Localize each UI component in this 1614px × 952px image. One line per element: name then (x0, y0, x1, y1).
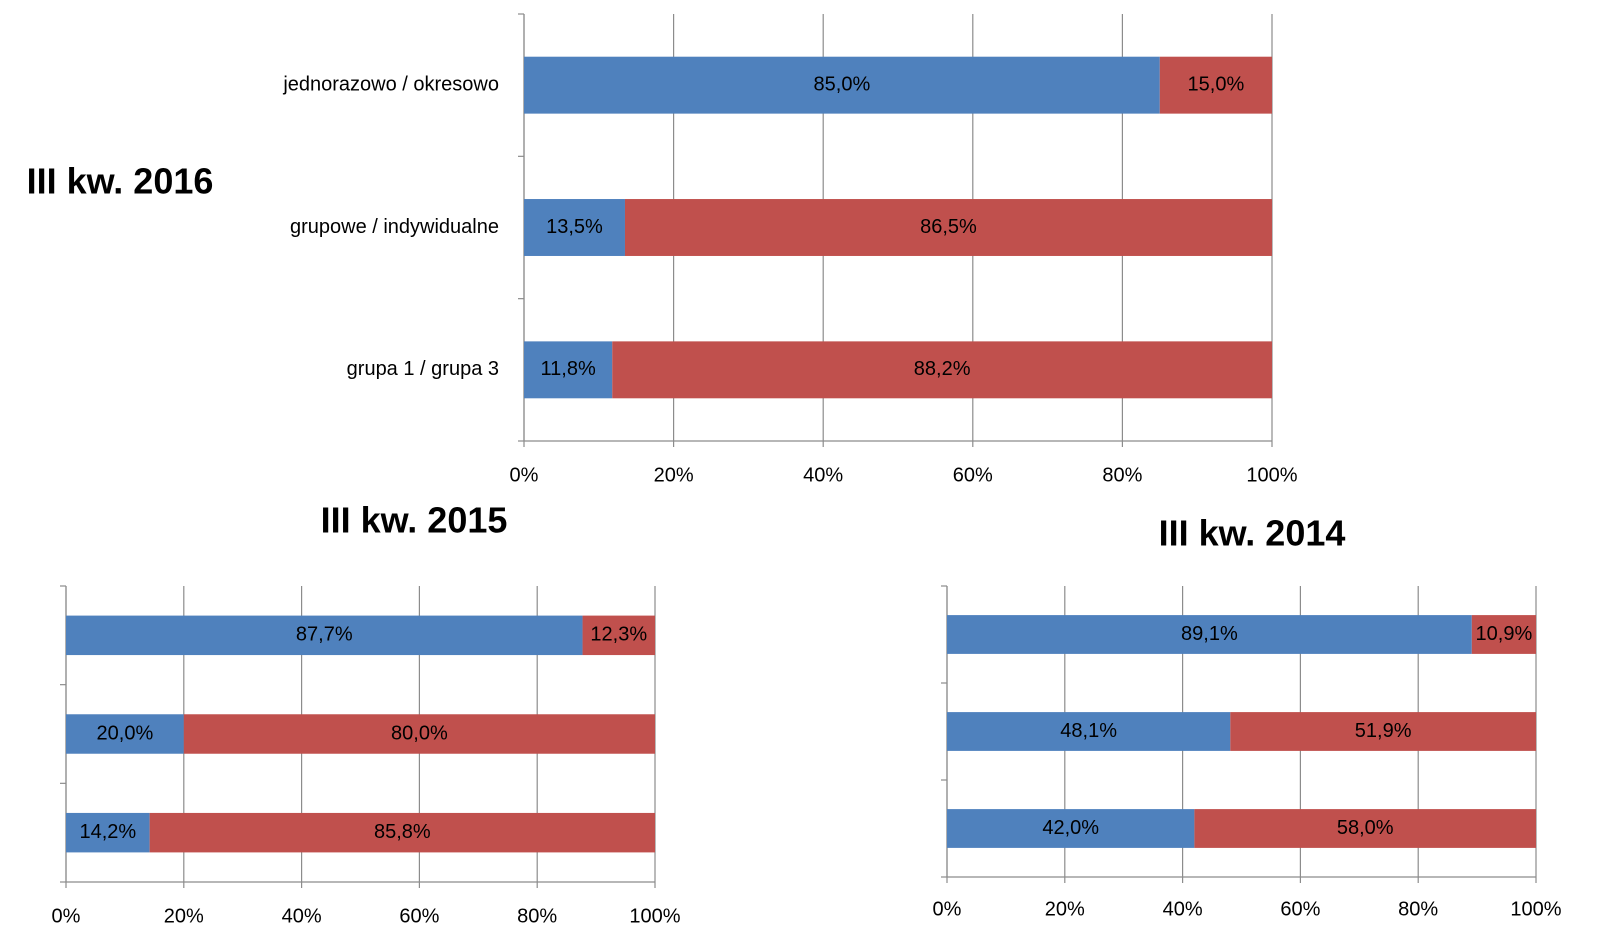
x-tick-label: 40% (1163, 898, 1203, 920)
bar-segment (524, 341, 613, 399)
x-tick-label: 20% (164, 905, 204, 927)
bar-segment (947, 712, 1231, 751)
chart-title: III kw. 2016 (27, 161, 214, 202)
value-label: 85,0% (814, 73, 871, 95)
bar-segment (1159, 56, 1272, 114)
x-tick-label: 40% (803, 464, 843, 486)
value-label: 89,1% (1181, 623, 1238, 645)
bar-segment (66, 615, 583, 656)
category-label: grupa 1 / grupa 3 (347, 358, 499, 380)
value-label: 14,2% (79, 821, 136, 843)
x-tick-label: 0% (933, 898, 962, 920)
value-label: 51,9% (1355, 720, 1412, 742)
bar-segment (1471, 615, 1536, 654)
value-label: 42,0% (1042, 817, 1099, 839)
bar-segment (947, 809, 1195, 848)
x-tick-label: 100% (629, 905, 680, 927)
value-label: 85,8% (374, 821, 431, 843)
value-label: 13,5% (546, 216, 603, 238)
value-label: 87,7% (296, 624, 353, 646)
x-tick-label: 60% (1280, 898, 1320, 920)
bar-segment (1230, 712, 1536, 751)
bar-segment (66, 812, 150, 853)
x-tick-label: 20% (1045, 898, 1085, 920)
bar-segment (524, 56, 1160, 114)
bar-segment (66, 714, 184, 754)
x-tick-label: 100% (1246, 464, 1297, 486)
chart-title: III kw. 2014 (1159, 513, 1346, 554)
x-tick-label: 0% (510, 464, 539, 486)
x-tick-label: 40% (282, 905, 322, 927)
value-label: 88,2% (914, 358, 971, 380)
bar-segment (947, 615, 1472, 654)
value-label: 48,1% (1060, 720, 1117, 742)
bar-segment (624, 199, 1272, 256)
x-tick-label: 80% (517, 905, 557, 927)
value-label: 11,8% (541, 358, 596, 380)
bar-segment (183, 714, 656, 754)
bar-segment (612, 341, 1272, 399)
x-tick-label: 80% (1102, 464, 1142, 486)
category-label: grupowe / indywidualne (290, 216, 499, 238)
value-label: 86,5% (920, 216, 977, 238)
x-tick-label: 60% (953, 464, 993, 486)
x-tick-label: 80% (1398, 898, 1438, 920)
category-label: jednorazowo / okresowo (282, 73, 499, 95)
bar-segment (524, 199, 625, 256)
x-tick-label: 20% (654, 464, 694, 486)
bar-segment (149, 812, 655, 853)
value-label: 10,9% (1476, 623, 1533, 645)
value-label: 12,3% (590, 624, 647, 646)
x-tick-label: 0% (52, 905, 81, 927)
value-label: 58,0% (1337, 817, 1394, 839)
x-tick-label: 100% (1510, 898, 1561, 920)
bar-segment (582, 615, 655, 656)
bar-segment (1194, 809, 1536, 848)
value-label: 15,0% (1188, 73, 1245, 95)
value-label: 80,0% (391, 722, 448, 744)
x-tick-label: 60% (399, 905, 439, 927)
chart-title: III kw. 2015 (321, 500, 508, 541)
value-label: 20,0% (97, 722, 154, 744)
